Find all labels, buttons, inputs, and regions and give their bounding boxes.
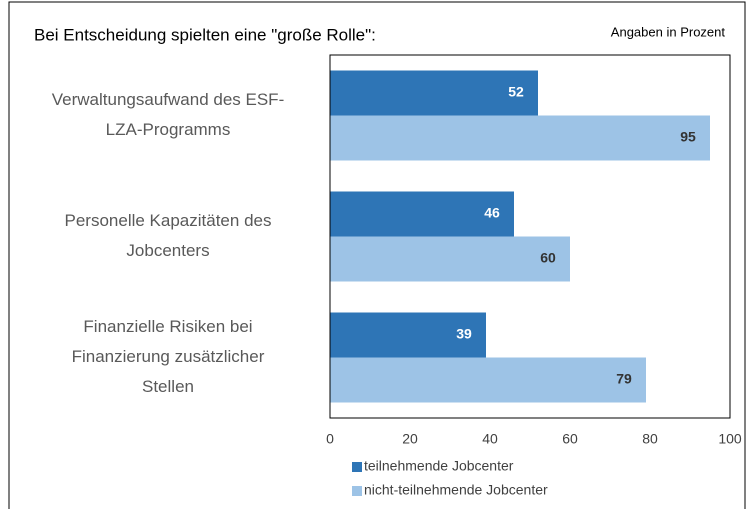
- category-label: Finanzielle Risiken bei: [83, 317, 252, 336]
- category-label: Verwaltungsaufwand des ESF-: [52, 90, 284, 109]
- frame: [8, 1, 746, 509]
- plot-area: [329, 54, 731, 419]
- category-label: LZA-Programms: [106, 120, 231, 139]
- value-label: 46: [484, 205, 500, 221]
- bar: [330, 357, 646, 403]
- value-label: 60: [540, 250, 556, 266]
- legend-swatch: [352, 486, 362, 496]
- legend-label: teilnehmende Jobcenter: [364, 458, 514, 474]
- bar: [330, 236, 570, 282]
- bar: [330, 115, 710, 161]
- bar: [330, 70, 538, 116]
- category-label: Finanzierung zusätzlicher: [72, 347, 265, 366]
- chart-subtitle: Angaben in Prozent: [611, 24, 726, 39]
- x-tick-label: 40: [482, 431, 498, 447]
- category-label: Stellen: [142, 377, 194, 396]
- value-label: 39: [456, 326, 472, 342]
- category-label: Personelle Kapazitäten des: [65, 211, 272, 230]
- x-tick-label: 100: [718, 431, 742, 447]
- bar: [330, 312, 486, 358]
- x-tick-label: 60: [562, 431, 578, 447]
- legend-label: nicht-teilnehmende Jobcenter: [364, 482, 548, 498]
- legend-swatch: [352, 462, 362, 472]
- value-label: 52: [508, 84, 524, 100]
- x-tick-label: 20: [402, 431, 418, 447]
- chart-title: Bei Entscheidung spielten eine "große Ro…: [34, 25, 376, 44]
- x-tick-label: 80: [642, 431, 658, 447]
- x-tick-label: 0: [326, 431, 334, 447]
- value-label: 79: [616, 371, 632, 387]
- bar: [330, 191, 514, 237]
- category-label: Jobcenters: [126, 241, 209, 260]
- value-label: 95: [680, 129, 696, 145]
